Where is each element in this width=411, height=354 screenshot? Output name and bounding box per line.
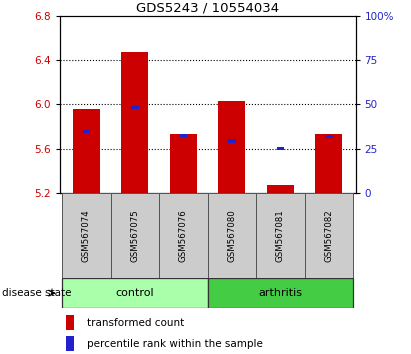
Bar [256,193,305,278]
Text: percentile rank within the sample: percentile rank within the sample [87,339,263,349]
Bar [111,193,159,278]
Bar [277,147,284,150]
Bar [219,101,245,193]
Bar [316,134,342,193]
Bar [208,193,256,278]
Text: disease state: disease state [2,288,72,298]
Bar [131,105,139,109]
Bar [66,315,74,330]
Bar [325,135,332,138]
Bar [62,278,208,308]
Text: GSM567075: GSM567075 [130,209,139,262]
Text: GSM567076: GSM567076 [179,209,188,262]
Bar [66,336,74,352]
Bar [170,134,196,193]
Bar [305,193,353,278]
Bar [267,185,294,193]
Bar [159,193,208,278]
Bar [83,130,90,133]
Text: GSM567081: GSM567081 [276,209,285,262]
Text: transformed count: transformed count [87,318,184,327]
Text: GSM567082: GSM567082 [324,209,333,262]
Text: arthritis: arthritis [259,288,302,298]
Bar [121,52,148,193]
Bar [208,278,353,308]
Title: GDS5243 / 10554034: GDS5243 / 10554034 [136,2,279,15]
Bar [62,193,111,278]
Bar [73,109,99,193]
Text: GSM567074: GSM567074 [82,209,91,262]
Text: GSM567080: GSM567080 [227,209,236,262]
Bar [228,139,236,143]
Bar [180,134,187,137]
Text: control: control [115,288,154,298]
